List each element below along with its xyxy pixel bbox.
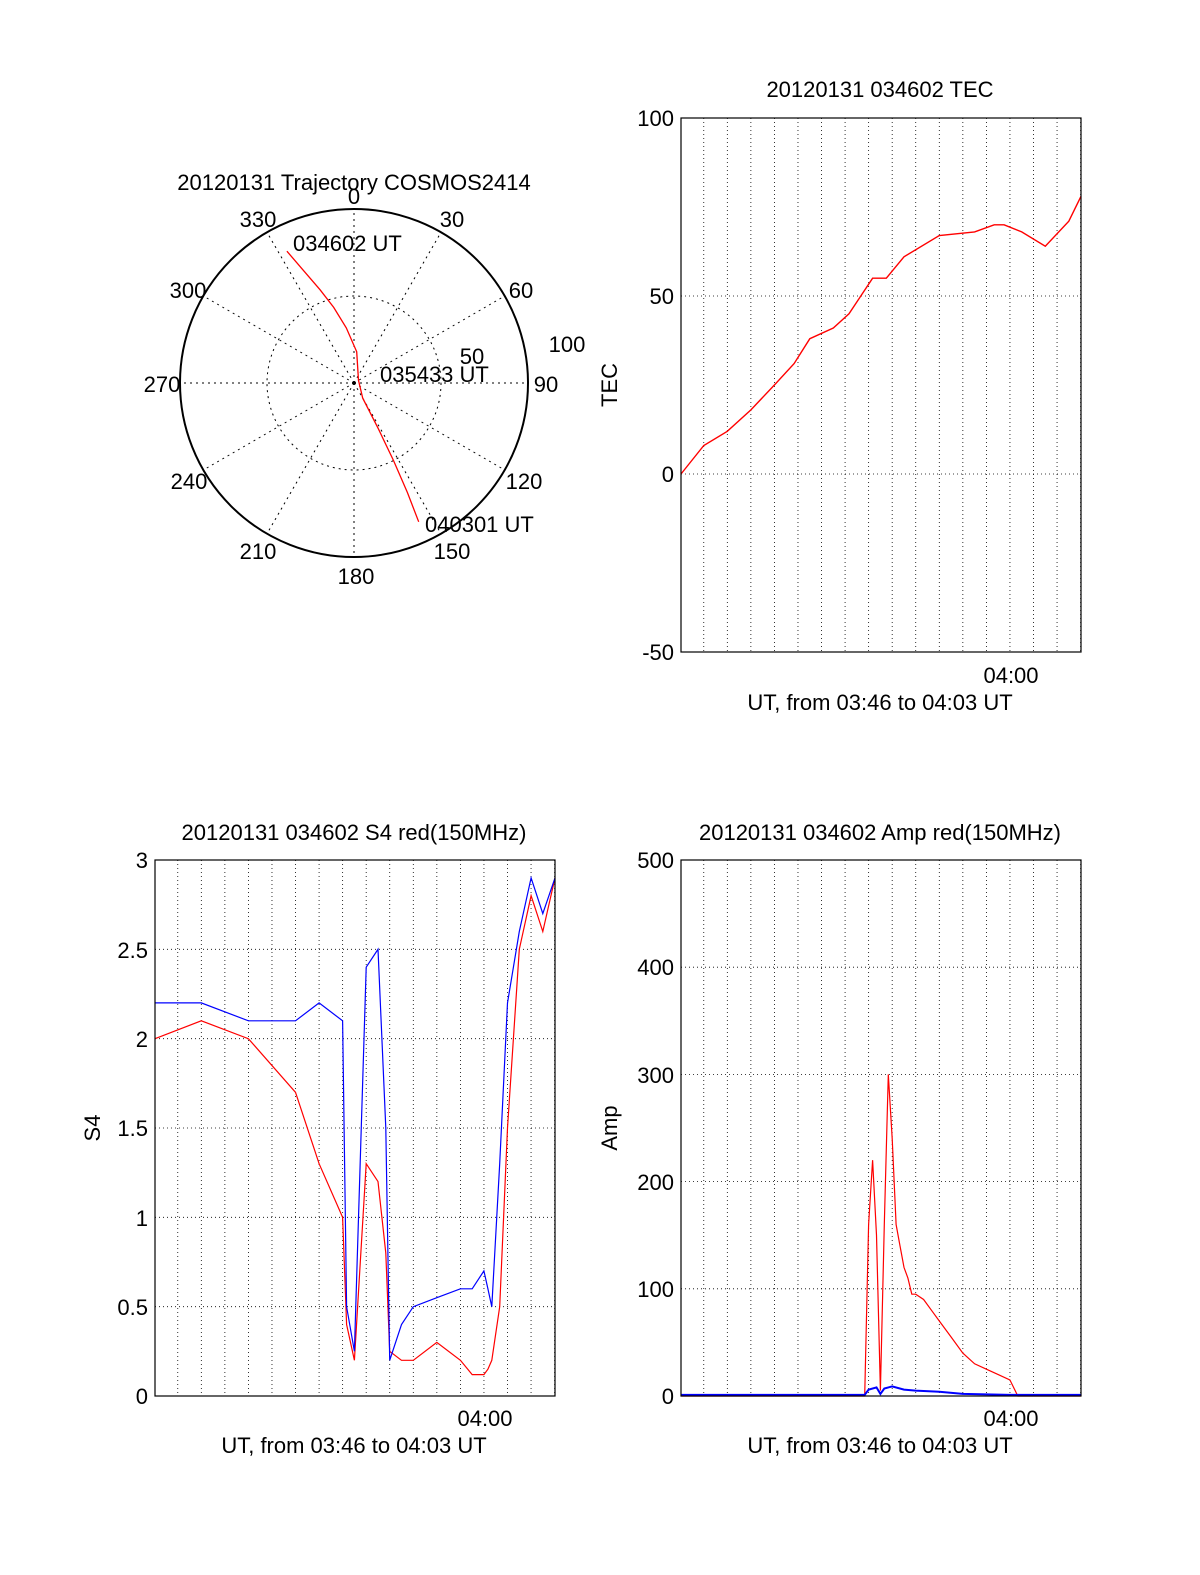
amp-ytick-label: 0 <box>662 1384 674 1409</box>
tec-chart: 20120131 034602 TEC -50 0 50 100 04:00 U… <box>597 77 1082 715</box>
polar-spoke <box>203 295 355 384</box>
azimuth-label: 150 <box>434 539 471 564</box>
amp-blue-series-line <box>681 1385 1081 1396</box>
polar-spoke <box>353 232 442 384</box>
polar-spoke <box>353 382 442 534</box>
trajectory-end-label: 040301 UT <box>425 512 534 537</box>
tec-ytick-label: 50 <box>650 284 674 309</box>
amp-ytick-label: 100 <box>637 1277 674 1302</box>
s4-ytick-label: 2.5 <box>117 938 148 963</box>
s4-blue-series-line <box>155 875 556 1361</box>
azimuth-label: 60 <box>509 278 533 303</box>
s4-chart: 20120131 034602 S4 red(150MHz) 0 0.5 1 1… <box>80 820 556 1458</box>
polar-spoke <box>266 232 355 384</box>
trajectory-polar-plot: 20120131 Trajectory COSMOS2414 0 30 60 9… <box>144 170 586 589</box>
tec-ytick-label: 100 <box>637 106 674 131</box>
amp-ytick-label: 300 <box>637 1063 674 1088</box>
amp-xlabel: UT, from 03:46 to 04:03 UT <box>747 1433 1012 1458</box>
azimuth-label: 120 <box>506 469 543 494</box>
azimuth-label: 300 <box>170 278 207 303</box>
azimuth-label: 210 <box>240 539 277 564</box>
s4-ytick-label: 0.5 <box>117 1295 148 1320</box>
s4-title: 20120131 034602 S4 red(150MHz) <box>182 820 527 845</box>
azimuth-label: 180 <box>338 564 375 589</box>
azimuth-label: 0 <box>348 184 360 209</box>
azimuth-label: 270 <box>144 372 181 397</box>
s4-xlabel: UT, from 03:46 to 04:03 UT <box>221 1433 486 1458</box>
polar-grid <box>180 209 528 557</box>
amp-red-series-line <box>681 1074 1081 1397</box>
s4-xtick-label: 04:00 <box>457 1406 512 1431</box>
polar-title: 20120131 Trajectory COSMOS2414 <box>177 170 530 195</box>
tec-series-line <box>680 195 1082 475</box>
amp-title: 20120131 034602 Amp red(150MHz) <box>699 820 1061 845</box>
s4-ytick-label: 1.5 <box>117 1116 148 1141</box>
amp-ytick-label: 200 <box>637 1170 674 1195</box>
s4-ytick-label: 0 <box>136 1384 148 1409</box>
ring-label: 100 <box>549 332 586 357</box>
tec-xlabel: UT, from 03:46 to 04:03 UT <box>747 690 1012 715</box>
s4-ylabel: S4 <box>80 1115 105 1142</box>
trajectory-start-label: 034602 UT <box>293 231 402 256</box>
amp-ytick-label: 400 <box>637 955 674 980</box>
tec-ylabel: TEC <box>597 363 622 407</box>
s4-red-series-line <box>154 877 556 1376</box>
polar-ring-50 <box>266 295 442 471</box>
ring-label: 50 <box>460 344 484 369</box>
tec-xtick-label: 04:00 <box>983 663 1038 688</box>
s4-ytick-label: 2 <box>136 1027 148 1052</box>
s4-ytick-label: 1 <box>136 1206 148 1231</box>
amp-ylabel: Amp <box>597 1105 622 1150</box>
s4-plot-frame <box>154 859 556 1397</box>
tec-ytick-label: -50 <box>642 640 674 665</box>
tec-plot-frame <box>680 117 1082 653</box>
trajectory-line <box>286 250 420 523</box>
tec-grid <box>681 117 1082 653</box>
amp-grid <box>681 859 1082 1397</box>
polar-spoke <box>203 382 355 471</box>
tec-title: 20120131 034602 TEC <box>766 77 993 102</box>
amp-plot-frame <box>680 859 1082 1397</box>
azimuth-label: 330 <box>240 207 277 232</box>
amp-chart: 20120131 034602 Amp red(150MHz) 0 100 20… <box>597 820 1082 1458</box>
trajectory-mid-label: 035433 UT <box>380 362 489 387</box>
azimuth-label: 90 <box>534 372 558 397</box>
amp-ytick-label: 500 <box>637 848 674 873</box>
tec-ytick-label: 0 <box>662 462 674 487</box>
azimuth-label: 240 <box>171 469 208 494</box>
polar-spoke <box>353 295 505 384</box>
polar-spoke <box>266 382 355 534</box>
polar-outer-ring <box>179 208 529 558</box>
s4-ytick-label: 3 <box>136 848 148 873</box>
azimuth-label: 30 <box>440 207 464 232</box>
polar-spoke <box>353 382 505 471</box>
amp-xtick-label: 04:00 <box>983 1406 1038 1431</box>
azimuth-labels: 0 30 60 90 120 150 180 210 240 270 300 3… <box>144 184 559 589</box>
